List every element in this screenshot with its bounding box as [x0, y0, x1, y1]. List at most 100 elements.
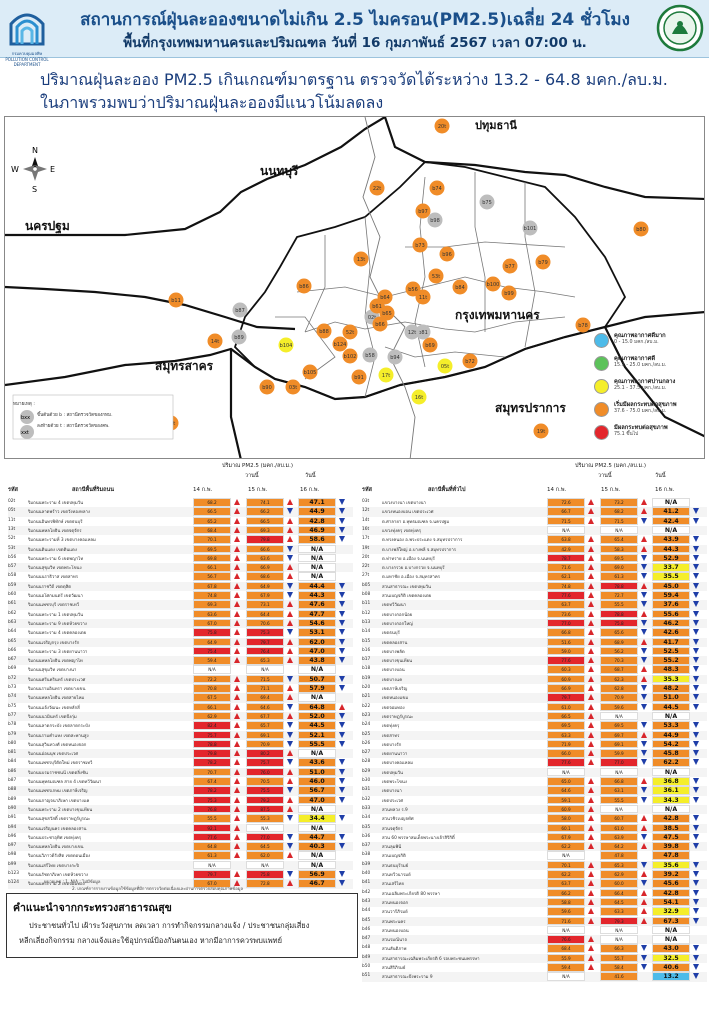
station-marker[interactable] — [502, 258, 518, 274]
station-marker[interactable] — [232, 302, 248, 318]
station-marker[interactable] — [415, 324, 431, 340]
trend-down-icon — [339, 629, 345, 636]
station-marker[interactable] — [207, 333, 223, 349]
pm25-value: 66.4 — [600, 888, 638, 898]
station-marker[interactable] — [427, 212, 443, 228]
station-code: b11 — [362, 601, 371, 607]
trend-up-icon — [588, 880, 594, 887]
station-marker[interactable] — [332, 336, 348, 352]
pm25-value: N/A — [193, 665, 231, 674]
station-marker[interactable] — [575, 317, 591, 333]
station-marker[interactable] — [434, 118, 450, 134]
trend-down-icon — [693, 592, 699, 598]
station-marker[interactable] — [404, 324, 420, 340]
table-row: b27 เขตยานนาวา 66.0 59.9 45.8 — [362, 749, 707, 759]
station-marker[interactable] — [168, 292, 184, 308]
station-marker[interactable] — [379, 305, 395, 321]
station-marker[interactable] — [259, 379, 275, 395]
station-marker[interactable] — [231, 329, 247, 345]
station-code: 13t — [8, 526, 16, 532]
trend-up-icon — [588, 945, 594, 952]
trend-down-icon — [339, 796, 345, 803]
trend-up-icon — [234, 601, 240, 608]
station-marker[interactable] — [428, 268, 444, 284]
trend-up-icon — [234, 824, 240, 831]
pm25-value: 61.3 — [600, 572, 638, 581]
trend-down-icon — [339, 508, 345, 515]
station-marker[interactable] — [501, 285, 517, 301]
trend-down-icon — [287, 731, 293, 738]
station-marker[interactable] — [415, 203, 431, 219]
pm25-value: 75.7 — [193, 730, 231, 739]
station-marker[interactable] — [411, 389, 427, 405]
station-code: b78 — [8, 722, 17, 728]
station-marker[interactable] — [412, 237, 428, 253]
pm25-value: 63.7 — [547, 879, 585, 888]
station-marker[interactable] — [296, 278, 312, 294]
station-marker[interactable] — [479, 194, 495, 210]
station-marker[interactable] — [633, 221, 649, 237]
trend-up-icon — [234, 610, 240, 617]
trend-down-icon — [641, 629, 647, 636]
station-marker[interactable] — [535, 254, 551, 270]
left-today-label: วันนี้ — [305, 473, 316, 479]
station-marker[interactable] — [405, 281, 421, 297]
table-row: b35 สวนจตุจักร 60.1 61.0 38.5 — [362, 823, 707, 833]
station-marker[interactable] — [353, 251, 369, 267]
station-marker[interactable] — [342, 324, 358, 340]
station-name: ต.บางกรวย อ.บางกรวย จ.นนทบุรี — [382, 566, 445, 572]
station-marker[interactable] — [429, 180, 445, 196]
station-name: เขตปทุมวัน — [382, 770, 403, 776]
station-marker[interactable] — [422, 337, 438, 353]
station-marker[interactable] — [378, 367, 394, 383]
station-marker[interactable] — [439, 246, 455, 262]
station-label: 11t — [419, 295, 427, 301]
pm25-value: 66.2 — [547, 888, 585, 898]
pm25-value: 77.6 — [547, 758, 585, 767]
station-marker[interactable] — [302, 364, 318, 380]
station-marker[interactable] — [316, 323, 332, 339]
station-marker[interactable] — [415, 289, 431, 305]
station-marker[interactable] — [369, 180, 385, 196]
station-marker[interactable] — [285, 379, 301, 395]
right-today-label: วันนี้ — [655, 473, 666, 479]
station-label: b72 — [465, 359, 475, 365]
trend-down-icon — [641, 796, 647, 803]
station-marker[interactable] — [437, 358, 453, 374]
station-marker[interactable] — [485, 276, 501, 292]
summary-line-2: ในภาพรวมพบว่าปริมาณฝุ่นละอองมีแนวโน้มลดล… — [40, 93, 384, 112]
table-row: b58 ริมถนนนราธิวาส เขตสาทร 56.7 68.6 N/A — [8, 572, 353, 581]
pm25-value: 60.9 — [547, 674, 585, 684]
advice-line-2: หลีกเลี่ยงกิจกรรม กลางแจ้งและใช้อุปกรณ์ป… — [19, 936, 282, 945]
trend-up-icon — [641, 666, 647, 673]
today-value: 64.8 — [298, 702, 336, 712]
pm25-value: 66.5 — [246, 516, 284, 526]
station-marker[interactable] — [462, 353, 478, 369]
station-label: 02t — [368, 315, 376, 321]
pm25-value: 63.6 — [193, 609, 231, 619]
station-code: b23 — [362, 712, 371, 718]
pm25-value: 56.7 — [193, 572, 231, 581]
pm25-value: 62.2 — [547, 870, 585, 879]
station-marker[interactable] — [387, 349, 403, 365]
trend-up-icon — [588, 647, 594, 654]
trend-down-icon — [641, 954, 647, 961]
station-label: 16t — [415, 395, 423, 401]
station-marker[interactable] — [372, 316, 388, 332]
trend-up-icon — [234, 805, 240, 812]
pm25-value: 59.6 — [600, 702, 638, 712]
station-label: b88 — [319, 329, 329, 335]
station-marker[interactable] — [351, 369, 367, 385]
station-marker[interactable] — [452, 279, 468, 295]
today-value: 62.2 — [652, 758, 690, 767]
trend-up-icon — [588, 759, 594, 766]
station-marker[interactable] — [342, 348, 358, 364]
station-marker[interactable] — [362, 347, 378, 363]
station-marker[interactable] — [522, 220, 538, 236]
table-row: b21 เขตหนองแขม 79.7 70.9 51.0 — [362, 693, 707, 703]
pm25-value: 70.7 — [193, 767, 231, 777]
station-marker[interactable] — [278, 337, 294, 353]
station-marker[interactable] — [533, 423, 549, 439]
pm25-value: 78.8 — [600, 581, 638, 591]
station-name: ริมถนนนราธิวาส เขตสาทร — [28, 575, 79, 581]
